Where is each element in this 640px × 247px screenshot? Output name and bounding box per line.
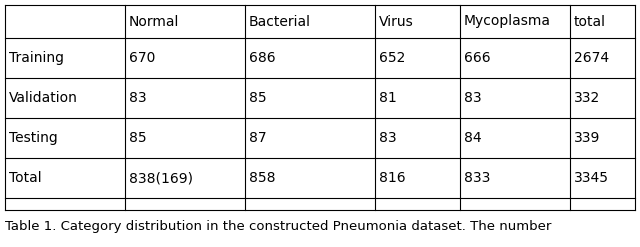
Text: Total: Total	[9, 171, 42, 185]
Text: 838(169): 838(169)	[129, 171, 193, 185]
Text: 816: 816	[379, 171, 406, 185]
Text: 332: 332	[574, 91, 600, 105]
Text: 83: 83	[379, 131, 397, 145]
Text: 3345: 3345	[574, 171, 609, 185]
Text: 85: 85	[249, 91, 267, 105]
Text: Virus: Virus	[379, 15, 413, 28]
Text: Bacterial: Bacterial	[249, 15, 311, 28]
Text: 339: 339	[574, 131, 600, 145]
Text: 2674: 2674	[574, 51, 609, 65]
Text: 858: 858	[249, 171, 275, 185]
Text: 652: 652	[379, 51, 405, 65]
Text: 84: 84	[464, 131, 482, 145]
Text: 87: 87	[249, 131, 267, 145]
Text: 83: 83	[464, 91, 482, 105]
Text: Validation: Validation	[9, 91, 78, 105]
Text: 686: 686	[249, 51, 276, 65]
Text: 85: 85	[129, 131, 147, 145]
Text: 666: 666	[464, 51, 491, 65]
Text: Testing: Testing	[9, 131, 58, 145]
Text: Mycoplasma: Mycoplasma	[464, 15, 551, 28]
Text: Normal: Normal	[129, 15, 179, 28]
Text: Table 1. Category distribution in the constructed Pneumonia dataset. The number: Table 1. Category distribution in the co…	[5, 220, 552, 233]
Text: total: total	[574, 15, 606, 28]
Text: 670: 670	[129, 51, 156, 65]
Text: 833: 833	[464, 171, 490, 185]
Text: 83: 83	[129, 91, 147, 105]
Text: Training: Training	[9, 51, 64, 65]
Text: 81: 81	[379, 91, 397, 105]
